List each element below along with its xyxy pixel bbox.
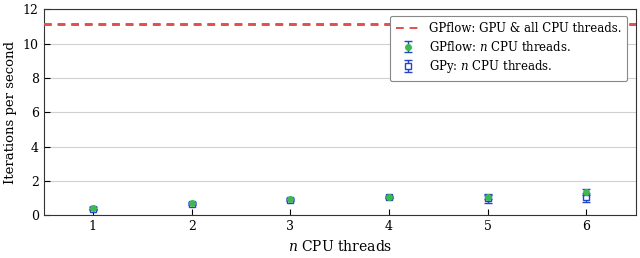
Legend: GPflow: GPU & all CPU threads., GPflow: $n$ CPU threads., GPy: $n$ CPU threads.: GPflow: GPU & all CPU threads., GPflow: … xyxy=(390,16,627,81)
X-axis label: $n$ CPU threads: $n$ CPU threads xyxy=(287,239,392,254)
GPflow: GPU & all CPU threads.: (1, 11.2): GPU & all CPU threads.: (1, 11.2) xyxy=(89,22,97,25)
Y-axis label: Iterations per second: Iterations per second xyxy=(4,41,17,184)
